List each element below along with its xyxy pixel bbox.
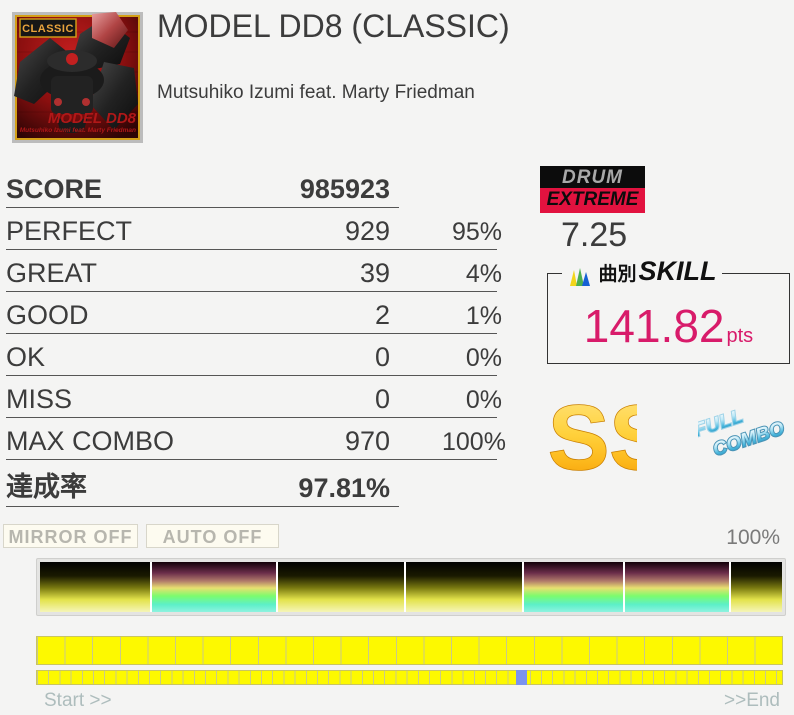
svg-text:SS: SS [548,394,637,486]
svg-text:MODEL DD8: MODEL DD8 [48,110,137,127]
svg-text:Mutsuhiko Izumi feat. Marty Fr: Mutsuhiko Izumi feat. Marty Friedman [20,127,136,134]
svg-text:CLASSIC: CLASSIC [22,23,74,35]
